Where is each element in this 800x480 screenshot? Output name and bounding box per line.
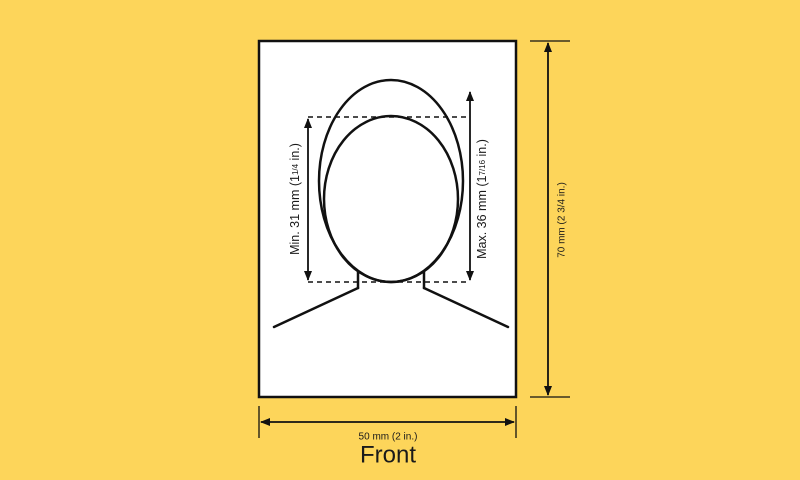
shoulders <box>272 270 510 329</box>
min-head-label: Min. 31 mm (11/4 in.) <box>288 143 302 255</box>
min-head-outline <box>322 114 460 284</box>
height-extension-lines <box>530 40 570 398</box>
max-head-label: Max. 36 mm (17/16 in.) <box>475 139 489 259</box>
height-label: 70 mm (2 3/4 in.) <box>557 182 568 258</box>
caption-front: Front <box>360 441 416 468</box>
width-label: 50 mm (2 in.) <box>359 432 418 443</box>
shoulder-right <box>422 286 510 329</box>
width-extension-lines <box>258 406 517 438</box>
shoulder-left <box>272 286 360 329</box>
